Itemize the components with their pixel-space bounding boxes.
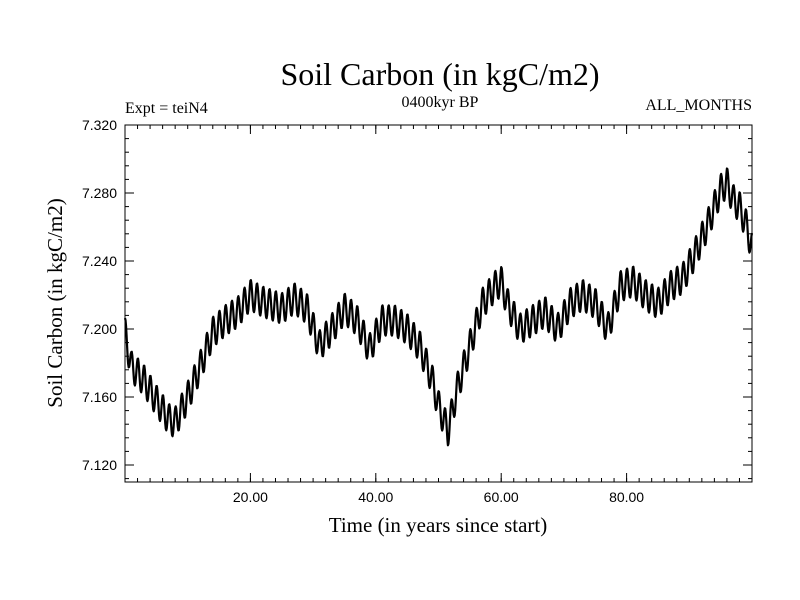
chart-title: Soil Carbon (in kgC/m2)	[280, 56, 599, 92]
y-tick-label: 7.320	[82, 117, 117, 133]
y-axis-label: Soil Carbon (in kgC/m2)	[43, 198, 67, 407]
x-tick-label: 60.00	[484, 489, 519, 505]
y-tick-label: 7.280	[82, 185, 117, 201]
x-axis-ticks: 20.00 40.00 60.00 80.00	[233, 125, 644, 505]
y-tick-label: 7.240	[82, 253, 117, 269]
y-tick-label: 7.200	[82, 321, 117, 337]
period-label: 0400kyr BP	[402, 94, 479, 111]
y-minor-ticks	[125, 138, 752, 480]
y-axis-ticks: 7.120 7.160 7.200 7.240 7.280 7.320	[82, 117, 752, 473]
x-tick-label: 20.00	[233, 489, 268, 505]
x-tick-label: 80.00	[609, 489, 644, 505]
experiment-label: Expt = teiN4	[125, 100, 208, 117]
y-tick-label: 7.120	[82, 457, 117, 473]
months-label: ALL_MONTHS	[645, 97, 752, 114]
x-tick-label: 40.00	[358, 489, 393, 505]
soil-carbon-line	[123, 167, 754, 447]
y-tick-label: 7.160	[82, 389, 117, 405]
plot-frame	[124, 124, 753, 483]
x-axis-label: Time (in years since start)	[329, 513, 548, 537]
